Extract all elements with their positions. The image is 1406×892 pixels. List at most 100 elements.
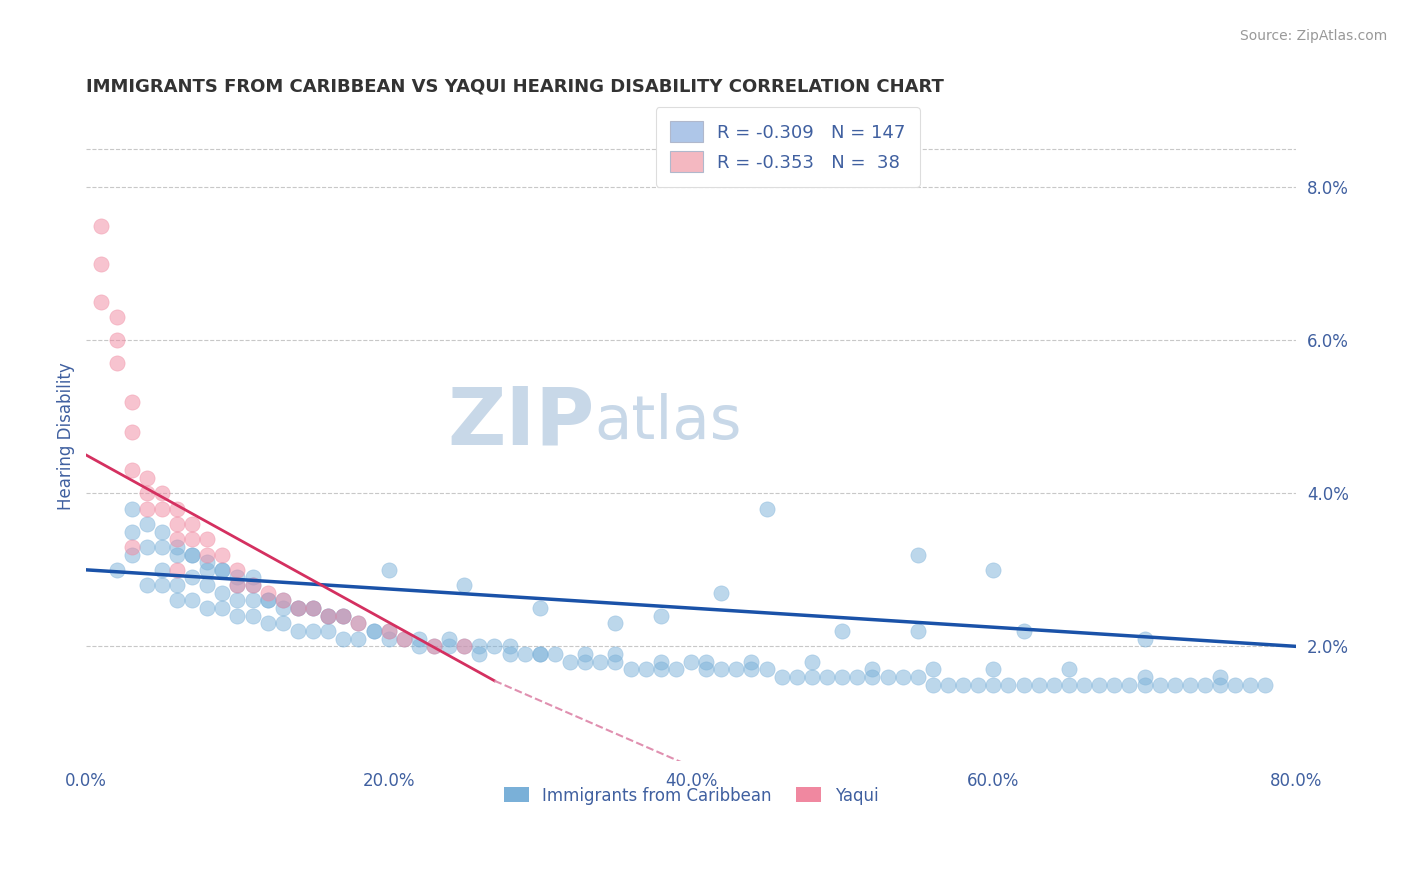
- Point: [105, 356, 128, 370]
- Point: [377, 632, 399, 646]
- Point: [105, 334, 128, 348]
- Point: [181, 516, 204, 531]
- Point: [1133, 677, 1156, 691]
- Point: [922, 662, 945, 676]
- Point: [967, 677, 990, 691]
- Point: [150, 563, 173, 577]
- Point: [195, 578, 218, 592]
- Point: [468, 647, 491, 661]
- Point: [860, 670, 883, 684]
- Point: [1133, 670, 1156, 684]
- Point: [650, 662, 672, 676]
- Point: [287, 624, 309, 638]
- Point: [166, 593, 188, 607]
- Point: [181, 548, 204, 562]
- Point: [665, 662, 688, 676]
- Point: [1012, 677, 1035, 691]
- Point: [226, 570, 249, 584]
- Point: [983, 563, 1005, 577]
- Point: [121, 548, 143, 562]
- Point: [952, 677, 974, 691]
- Point: [363, 624, 385, 638]
- Point: [332, 608, 354, 623]
- Point: [316, 608, 339, 623]
- Point: [166, 501, 188, 516]
- Point: [332, 608, 354, 623]
- Point: [605, 647, 627, 661]
- Point: [363, 624, 385, 638]
- Point: [90, 219, 112, 233]
- Point: [256, 586, 278, 600]
- Point: [498, 647, 520, 661]
- Point: [574, 655, 596, 669]
- Point: [121, 540, 143, 554]
- Point: [710, 662, 733, 676]
- Point: [316, 624, 339, 638]
- Point: [121, 501, 143, 516]
- Point: [181, 593, 204, 607]
- Point: [347, 632, 370, 646]
- Point: [755, 662, 778, 676]
- Point: [226, 593, 249, 607]
- Point: [983, 677, 1005, 691]
- Point: [1164, 677, 1187, 691]
- Text: ZIP: ZIP: [447, 384, 595, 462]
- Point: [755, 501, 778, 516]
- Point: [135, 540, 157, 554]
- Point: [800, 655, 823, 669]
- Point: [211, 548, 233, 562]
- Point: [453, 640, 475, 654]
- Point: [256, 593, 278, 607]
- Point: [302, 624, 325, 638]
- Point: [287, 601, 309, 615]
- Point: [287, 601, 309, 615]
- Point: [316, 608, 339, 623]
- Text: Source: ZipAtlas.com: Source: ZipAtlas.com: [1240, 29, 1388, 44]
- Point: [605, 655, 627, 669]
- Point: [150, 578, 173, 592]
- Point: [347, 616, 370, 631]
- Point: [226, 578, 249, 592]
- Point: [786, 670, 808, 684]
- Point: [800, 670, 823, 684]
- Point: [271, 593, 294, 607]
- Point: [271, 616, 294, 631]
- Point: [983, 662, 1005, 676]
- Point: [605, 616, 627, 631]
- Point: [287, 601, 309, 615]
- Point: [1118, 677, 1140, 691]
- Point: [211, 563, 233, 577]
- Point: [271, 593, 294, 607]
- Point: [226, 608, 249, 623]
- Point: [135, 516, 157, 531]
- Point: [121, 524, 143, 539]
- Point: [468, 640, 491, 654]
- Point: [90, 257, 112, 271]
- Point: [770, 670, 793, 684]
- Point: [242, 578, 264, 592]
- Point: [740, 662, 762, 676]
- Point: [1028, 677, 1050, 691]
- Point: [650, 608, 672, 623]
- Point: [347, 616, 370, 631]
- Point: [1104, 677, 1126, 691]
- Point: [242, 593, 264, 607]
- Point: [181, 548, 204, 562]
- Point: [634, 662, 657, 676]
- Point: [922, 677, 945, 691]
- Point: [195, 548, 218, 562]
- Point: [997, 677, 1019, 691]
- Point: [860, 662, 883, 676]
- Point: [195, 555, 218, 569]
- Point: [226, 578, 249, 592]
- Point: [166, 578, 188, 592]
- Y-axis label: Hearing Disability: Hearing Disability: [58, 362, 75, 510]
- Point: [377, 624, 399, 638]
- Point: [332, 608, 354, 623]
- Point: [105, 310, 128, 325]
- Point: [529, 601, 551, 615]
- Point: [876, 670, 898, 684]
- Point: [589, 655, 612, 669]
- Point: [710, 586, 733, 600]
- Point: [907, 548, 929, 562]
